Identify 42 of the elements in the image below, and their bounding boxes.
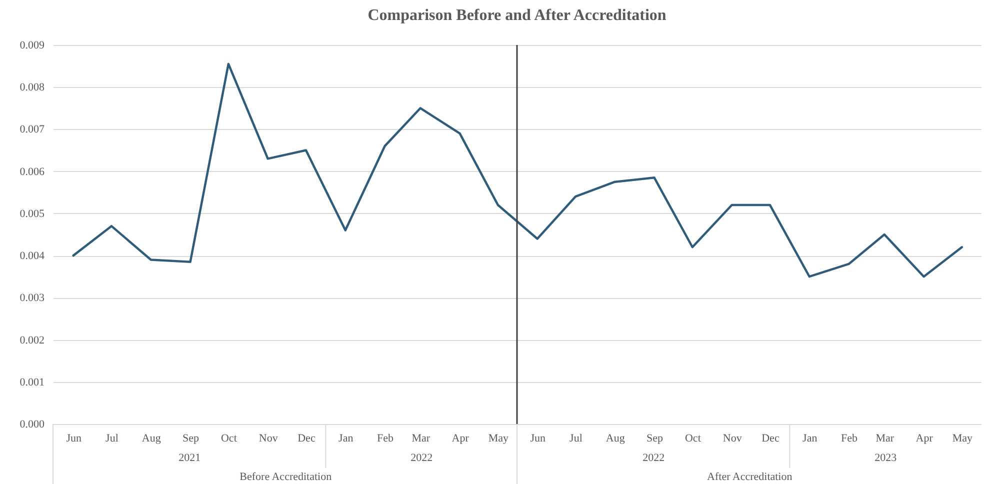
y-tick-label: 0.002 [20,334,44,346]
y-tick-label: 0.008 [20,82,45,94]
chart-title: Comparison Before and After Accreditation [368,7,666,24]
y-tick-label: 0.004 [20,250,45,262]
x-tick-label: Aug [142,432,162,444]
x-tick-label: Feb [377,432,394,444]
x-tick-label: Apr [916,432,934,444]
y-tick-label: 0.000 [20,418,45,430]
text: After Accreditation [707,471,793,483]
x-tick-label: Aug [606,432,626,444]
y-tick-label: 0.005 [20,208,45,220]
x-tick-label: Sep [646,432,664,444]
text: 2022 [642,452,665,464]
x-tick-label: Nov [258,432,278,444]
x-tick-label: Dec [298,432,316,444]
x-tick-label: Sep [182,432,200,444]
x-tick-label: Nov [722,432,742,444]
text: 2023 [874,452,898,464]
text: 2022 [410,452,433,464]
x-tick-label: Oct [220,432,237,444]
y-tick-label: 0.009 [20,40,45,52]
x-tick-label: Mar [876,432,894,444]
line-series [72,62,964,278]
x-tick-label: Dec [762,432,780,444]
x-tick-label: Jul [570,432,582,444]
x-tick-label: Jan [338,432,354,444]
x-tick-label: Feb [841,432,858,444]
x-tick-label: Oct [684,432,701,444]
text: Before Accreditation [240,471,332,483]
x-tick-label: Apr [452,432,470,444]
y-tick-label: 0.001 [20,376,44,388]
x-tick-label: Jul [106,432,118,444]
y-tick-label: 0.006 [20,166,45,178]
x-tick-label: Jun [66,432,82,444]
text: 2021 [178,452,201,464]
x-tick-label: Jun [530,432,546,444]
x-tick-label: May [952,432,974,444]
x-tick-label: Jan [802,432,818,444]
y-tick-label: 0.003 [20,292,45,304]
y-tick-label: 0.007 [20,124,45,136]
x-tick-label: May [488,432,510,444]
x-tick-label: Mar [412,432,430,444]
